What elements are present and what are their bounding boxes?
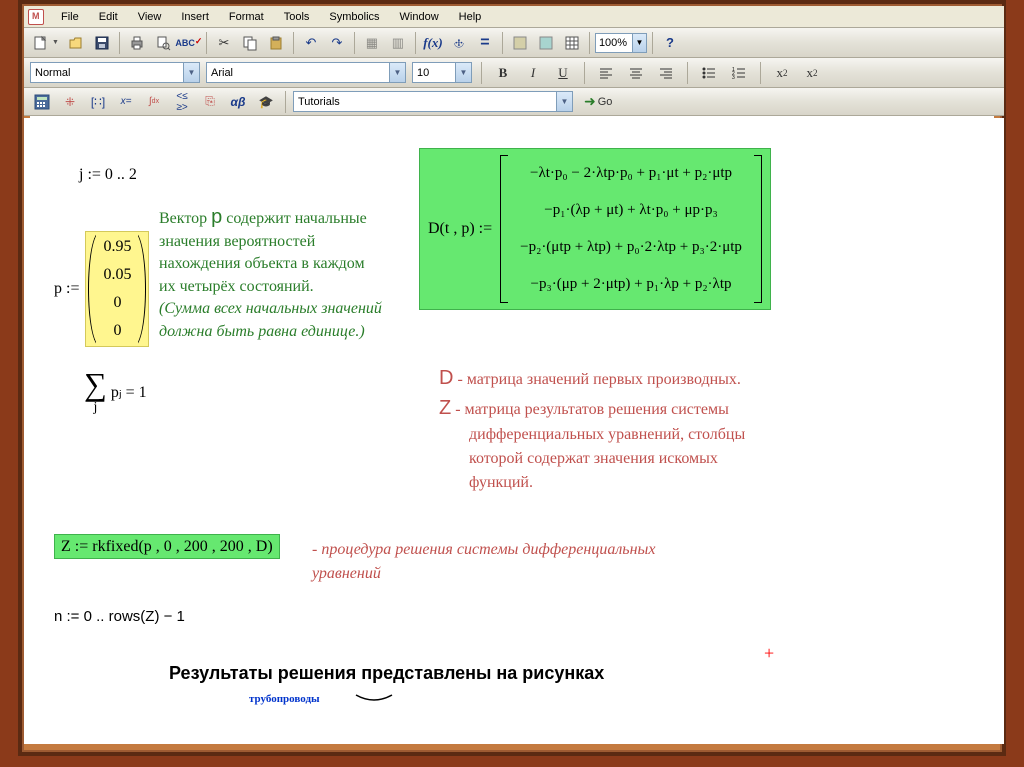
z-expr: Z := rkfixed(p , 0 , 200 , 200 , D) — [54, 534, 280, 559]
style-value: Normal — [35, 67, 70, 79]
footer-fragment: трубопроводы — [249, 693, 320, 705]
align-center-button[interactable] — [624, 61, 648, 85]
sum-expr: pⱼ = 1 — [111, 382, 147, 402]
tutorials-value: Tutorials — [298, 96, 340, 108]
menu-tools[interactable]: Tools — [275, 8, 319, 26]
dz-description[interactable]: D - матрица значений первых производных.… — [439, 363, 745, 495]
new-button[interactable] — [28, 31, 52, 55]
component2-button[interactable] — [534, 31, 558, 55]
redo-button[interactable]: ↷ — [325, 31, 349, 55]
graph-toolbar-icon[interactable]: ⁜ — [58, 91, 82, 113]
fontsize-combo[interactable]: 10▼ — [412, 62, 472, 83]
zoom-combo[interactable]: 100%▼ — [595, 33, 647, 53]
p-val-3: 0 — [102, 322, 132, 340]
font-value: Arial — [211, 67, 233, 79]
sum-region[interactable]: ∑ j pⱼ = 1 — [84, 368, 147, 416]
crosshair-cursor: + — [764, 643, 774, 664]
symbolic-icon[interactable]: 🎓 — [254, 91, 278, 113]
undo-button[interactable]: ↶ — [299, 31, 323, 55]
menu-edit[interactable]: Edit — [90, 8, 127, 26]
boolean-icon[interactable]: <≤≥> — [170, 91, 194, 113]
copy-button[interactable] — [238, 31, 262, 55]
sum-index: j — [84, 400, 107, 416]
z-rkfixed-region[interactable]: Z := rkfixed(p , 0 , 200 , 200 , D) — [54, 538, 280, 556]
superscript-button[interactable]: x2 — [770, 61, 794, 85]
vector-description[interactable]: Вектор p содержит начальные значения вер… — [159, 203, 382, 343]
greek-icon[interactable]: αβ — [226, 91, 250, 113]
menu-window[interactable]: Window — [391, 8, 448, 26]
standard-toolbar: ▼ ABC✓ ✂ ↶ ↷ ▦ ▥ f(x) 🕁 = 1 — [24, 28, 1004, 58]
bold-button[interactable]: B — [491, 61, 515, 85]
arc-decoration — [354, 693, 394, 705]
bullet-list-button[interactable] — [697, 61, 721, 85]
underline-button[interactable]: U — [551, 61, 575, 85]
results-title[interactable]: Результаты решения представлены на рисун… — [169, 663, 604, 684]
n-definition[interactable]: n := 0 .. rows(Z) − 1 — [54, 608, 185, 625]
p-label: p := — [54, 280, 79, 298]
save-button[interactable] — [90, 31, 114, 55]
j-definition[interactable]: j := 0 .. 2 — [79, 166, 137, 184]
subscript-button[interactable]: x2 — [800, 61, 824, 85]
new-dropdown[interactable]: ▼ — [52, 39, 62, 46]
d-row-3: −p₃·(μp + 2·μtp) + p₁·λp + p₂·λtp — [520, 276, 742, 293]
align2-button[interactable]: ▥ — [386, 31, 410, 55]
equals-button[interactable]: = — [473, 31, 497, 55]
help-button[interactable]: ? — [658, 31, 682, 55]
svg-text:3: 3 — [732, 75, 735, 81]
d-label: D(t , p) := — [428, 220, 492, 238]
menubar: File Edit View Insert Format Tools Symbo… — [24, 6, 1004, 28]
calculator-icon[interactable] — [30, 91, 54, 113]
align-button[interactable]: ▦ — [360, 31, 384, 55]
menu-help[interactable]: Help — [450, 8, 491, 26]
d-matrix-region[interactable]: D(t , p) := −λt·p₀ − 2·λtp·p₀ + p₁·μt + … — [419, 148, 771, 310]
paste-button[interactable] — [264, 31, 288, 55]
component1-button[interactable] — [508, 31, 532, 55]
menu-file[interactable]: File — [52, 8, 88, 26]
number-list-button[interactable]: 123 — [727, 61, 751, 85]
align-right-button[interactable] — [654, 61, 678, 85]
presentation-frame: File Edit View Insert Format Tools Symbo… — [22, 4, 1002, 752]
italic-button[interactable]: I — [521, 61, 545, 85]
spellcheck-button[interactable]: ABC✓ — [177, 31, 201, 55]
d-row-1: −p₁·(λp + μt) + λt·p₀ + μp·p₃ — [520, 202, 742, 219]
d-row-2: −p₂·(μtp + λtp) + p₀·2·λtp + p₃·2·μtp — [520, 239, 742, 256]
go-label: Go — [598, 96, 613, 108]
cut-button[interactable]: ✂ — [212, 31, 236, 55]
go-button[interactable]: ➜Go — [577, 90, 619, 114]
format-toolbar: Normal▼ Arial▼ 10▼ B I U 123 x2 x2 — [24, 58, 1004, 88]
menu-format[interactable]: Format — [220, 8, 273, 26]
fontsize-value: 10 — [417, 67, 429, 79]
table-button[interactable] — [560, 31, 584, 55]
document-workspace[interactable]: j := 0 .. 2 p := 0.95 0.05 0 0 Вектор p … — [24, 118, 1004, 744]
print-button[interactable] — [125, 31, 149, 55]
math-toolbar: ⁜ [∷] x= ∫dx <≤≥> ⎘ αβ 🎓 Tutorials▼ ➜Go — [24, 88, 1004, 116]
open-button[interactable] — [64, 31, 88, 55]
tutorials-combo[interactable]: Tutorials▼ — [293, 91, 573, 112]
font-combo[interactable]: Arial▼ — [206, 62, 406, 83]
app-icon — [28, 9, 44, 25]
p-vector-region[interactable]: p := 0.95 0.05 0 0 — [54, 231, 149, 347]
menu-insert[interactable]: Insert — [172, 8, 218, 26]
units-button[interactable]: 🕁 — [447, 31, 471, 55]
p-val-0: 0.95 — [102, 238, 132, 256]
p-val-2: 0 — [102, 294, 132, 312]
menu-symbolics[interactable]: Symbolics — [320, 8, 388, 26]
align-left-button[interactable] — [594, 61, 618, 85]
p-val-1: 0.05 — [102, 266, 132, 284]
style-combo[interactable]: Normal▼ — [30, 62, 200, 83]
evaluation-icon[interactable]: x= — [114, 91, 138, 113]
zoom-value: 100% — [599, 37, 627, 49]
z-description[interactable]: - процедура решения системы дифференциал… — [312, 538, 655, 586]
menu-view[interactable]: View — [129, 8, 171, 26]
d-row-0: −λt·p₀ − 2·λtp·p₀ + p₁·μt + p₂·μtp — [520, 165, 742, 182]
print-preview-button[interactable] — [151, 31, 175, 55]
calculus-icon[interactable]: ∫dx — [142, 91, 166, 113]
mathcad-window: File Edit View Insert Format Tools Symbo… — [24, 6, 1004, 116]
fx-button[interactable]: f(x) — [421, 31, 445, 55]
programming-icon[interactable]: ⎘ — [198, 91, 222, 113]
matrix-toolbar-icon[interactable]: [∷] — [86, 91, 110, 113]
